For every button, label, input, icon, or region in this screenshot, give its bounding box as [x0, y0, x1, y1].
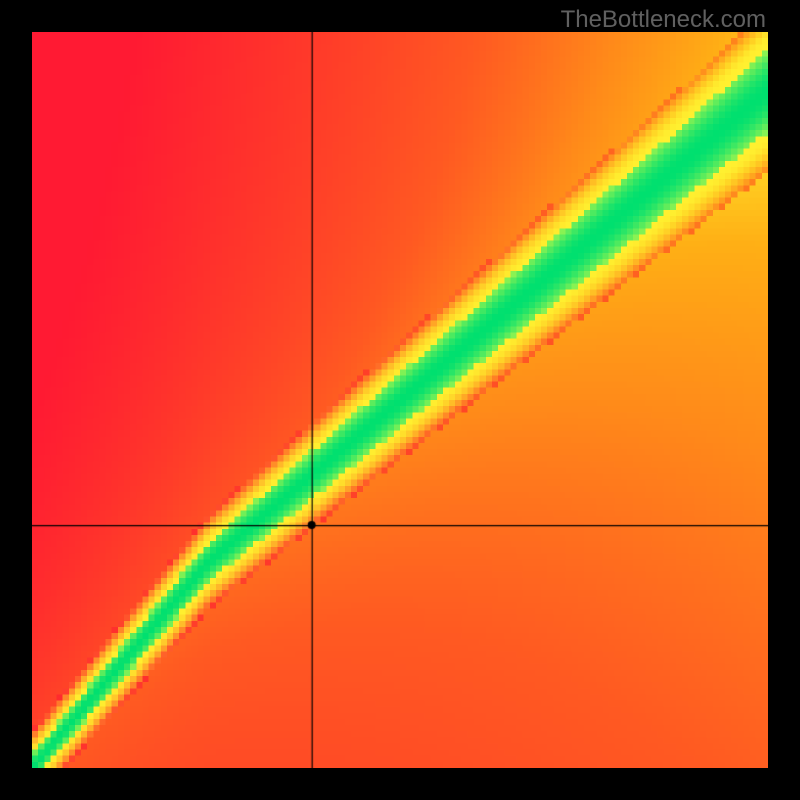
- watermark-text: TheBottleneck.com: [561, 6, 766, 34]
- crosshair-overlay: [32, 32, 768, 768]
